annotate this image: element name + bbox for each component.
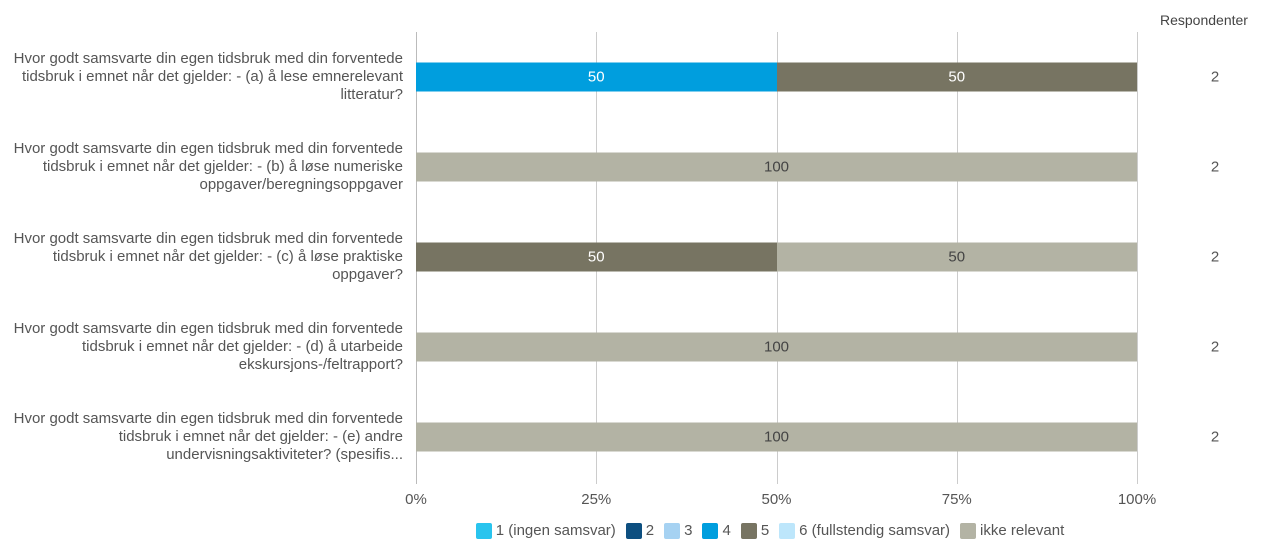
legend-swatch [960,522,977,539]
legend-swatch [475,522,492,539]
legend-swatch [625,522,642,539]
category-label: Hvor godt samsvarte din egen tidsbruk me… [13,50,403,103]
respondent-count: 2 [1210,68,1220,86]
value-label: 50 [948,68,966,86]
bar-segment [416,422,1137,452]
legend-swatch [740,522,757,539]
bar-segment [416,242,777,272]
category-label: Hvor godt samsvarte din egen tidsbruk me… [13,230,403,283]
category-label: Hvor godt samsvarte din egen tidsbruk me… [13,410,403,463]
legend-label: 4 [722,522,731,539]
bar-segment [776,242,1137,272]
respondents-title: Respondenter [1160,12,1248,28]
bar-segment [416,62,777,92]
bar-segment [416,152,1137,182]
legend-label: 2 [645,522,655,539]
category-label: Hvor godt samsvarte din egen tidsbruk me… [13,320,403,373]
x-tick-label: 25% [581,491,612,508]
x-tick-label: 100% [1117,491,1157,508]
legend-label: 1 (ingen samsvar) [495,522,616,539]
bar-segment [776,62,1137,92]
respondent-count: 2 [1210,338,1220,356]
value-label: 50 [948,248,966,266]
legend-item: 3 [664,522,692,539]
legend-swatch [702,522,719,539]
legend-item: 2 [625,522,655,539]
x-tick-label: 0% [405,491,427,508]
grid-line [1137,32,1138,484]
value-label: 100 [763,338,790,356]
x-tick-label: 75% [941,491,972,508]
legend-label: 3 [684,522,693,539]
legend: 1 (ingen samsvar) 2 3 4 5 6 (fullstendig sams… [0,522,1285,539]
legend-swatch [664,522,681,539]
legend-item: 1 (ingen samsvar) [475,522,616,539]
value-label: 50 [587,68,605,86]
legend-label: 5 [760,522,770,539]
legend-label: 6 (fullstendig samsvar) [799,522,951,539]
respondent-count: 2 [1210,248,1220,266]
category-label: Hvor godt samsvarte din egen tidsbruk me… [13,140,403,193]
value-label: 50 [587,248,605,266]
legend-label: ikke relevant [980,522,1065,539]
legend-swatch [779,522,796,539]
legend-item: 5 [740,522,770,539]
value-label: 100 [763,158,790,176]
legend-item: ikke relevant [960,522,1064,539]
bar-segment [416,332,1137,362]
respondent-count: 2 [1210,158,1220,176]
legend-item: 4 [702,522,731,539]
respondent-count: 2 [1210,428,1220,446]
x-tick-label: 50% [761,491,792,508]
value-label: 100 [763,428,790,446]
legend-item: 6 (fullstendig samsvar) [779,522,950,539]
